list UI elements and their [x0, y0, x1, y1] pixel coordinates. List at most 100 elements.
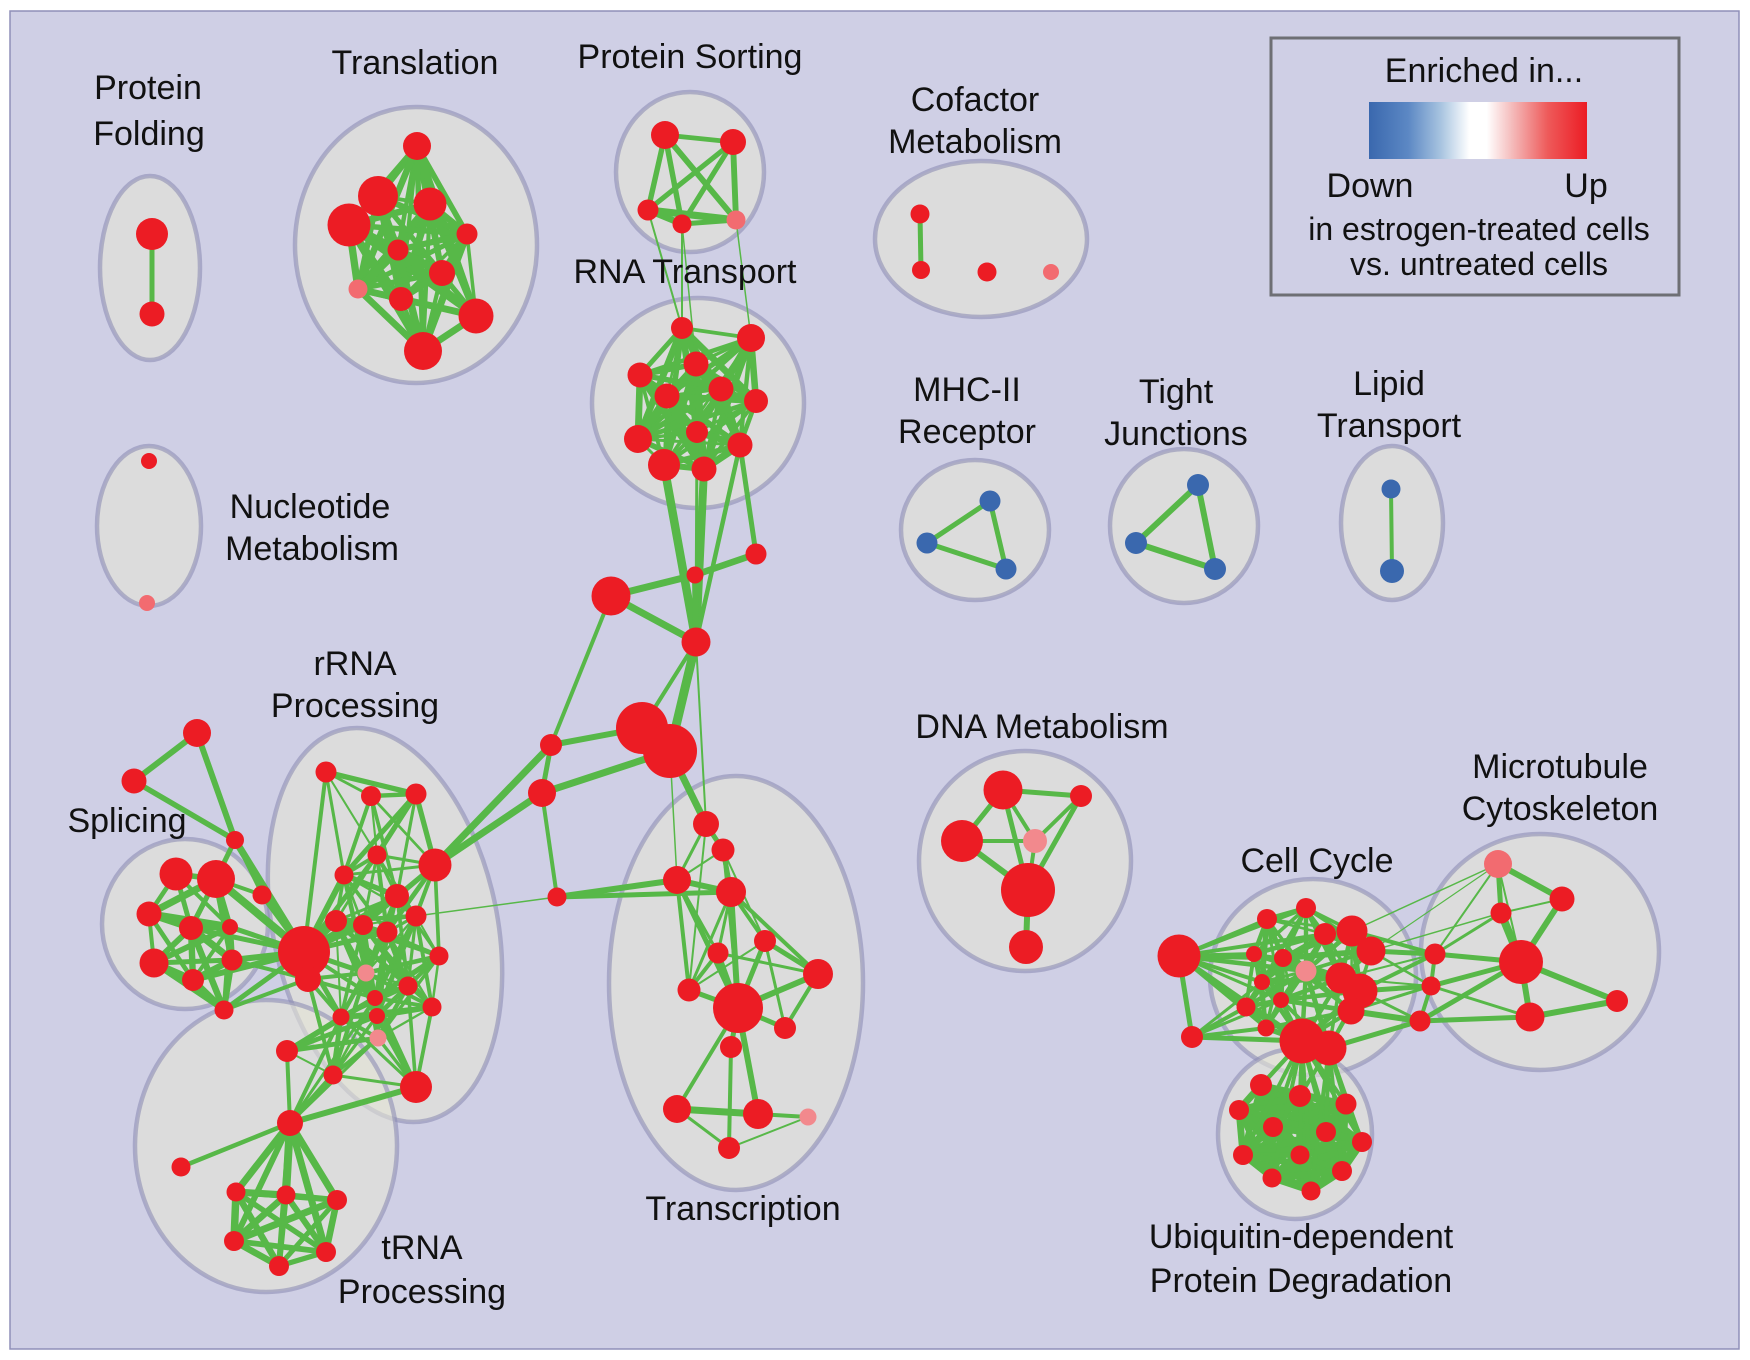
gene-set-node-rt3[interactable]	[683, 351, 709, 377]
gene-set-node-tra[interactable]	[540, 734, 562, 756]
gene-set-node-r10[interactable]	[353, 915, 373, 935]
gene-set-node-x3[interactable]	[1409, 1010, 1431, 1032]
gene-set-node-u5[interactable]	[1263, 1117, 1283, 1137]
gene-set-node-d4[interactable]	[1023, 829, 1047, 853]
gene-set-node-rt9[interactable]	[624, 425, 652, 453]
gene-set-node-rt7[interactable]	[744, 389, 768, 413]
gene-set-node-ccl[interactable]	[1157, 934, 1201, 978]
gene-set-node-mt1[interactable]	[1549, 886, 1575, 912]
gene-set-node-s6[interactable]	[139, 948, 169, 978]
gene-set-node-r20[interactable]	[276, 1040, 298, 1062]
gene-set-node-t11[interactable]	[404, 332, 442, 370]
gene-set-node-tr2[interactable]	[643, 724, 697, 778]
gene-set-node-mtp[interactable]	[1484, 850, 1512, 878]
gene-set-node-r15[interactable]	[367, 990, 383, 1006]
gene-set-node-mt2[interactable]	[1490, 902, 1512, 924]
gene-set-node-rt8[interactable]	[686, 421, 708, 443]
gene-set-node-t3[interactable]	[413, 187, 447, 221]
gene-set-node-rt10[interactable]	[727, 432, 753, 458]
gene-set-node-trr[interactable]	[718, 1137, 740, 1159]
gene-set-node-s1[interactable]	[159, 857, 193, 891]
gene-set-node-r9[interactable]	[325, 910, 347, 932]
gene-set-node-pf1[interactable]	[136, 218, 168, 250]
gene-set-node-ps2[interactable]	[720, 129, 746, 155]
gene-set-node-rt11[interactable]	[648, 449, 680, 481]
gene-set-node-x2[interactable]	[1421, 976, 1441, 996]
gene-set-node-cc5[interactable]	[1356, 936, 1386, 966]
gene-set-node-rt2[interactable]	[737, 324, 765, 352]
gene-set-node-mt5[interactable]	[1606, 990, 1628, 1012]
gene-set-node-d1[interactable]	[983, 770, 1023, 810]
gene-set-node-rt1[interactable]	[671, 317, 693, 339]
gene-set-node-r3[interactable]	[405, 783, 427, 805]
gene-set-node-d6[interactable]	[1009, 930, 1043, 964]
gene-set-node-tj3[interactable]	[1204, 558, 1226, 580]
gene-set-node-cc2[interactable]	[1296, 898, 1316, 918]
gene-set-node-r1[interactable]	[315, 761, 337, 783]
gene-set-node-u2[interactable]	[1289, 1085, 1311, 1107]
gene-set-node-m2[interactable]	[916, 532, 938, 554]
gene-set-node-trc[interactable]	[693, 811, 719, 837]
gene-set-node-m1[interactable]	[979, 490, 1001, 512]
gene-set-node-l1[interactable]	[1381, 479, 1401, 499]
gene-set-node-r4[interactable]	[367, 845, 387, 865]
gene-set-node-tre[interactable]	[663, 866, 691, 894]
gene-set-node-t10[interactable]	[458, 298, 494, 334]
gene-set-node-ch4[interactable]	[681, 627, 711, 657]
gene-set-node-n2[interactable]	[139, 595, 155, 611]
gene-set-node-n1[interactable]	[141, 453, 157, 469]
gene-set-node-ta[interactable]	[226, 1182, 246, 1202]
gene-set-node-s5[interactable]	[222, 919, 238, 935]
gene-set-node-rt5[interactable]	[708, 376, 734, 402]
gene-set-node-t4[interactable]	[327, 203, 371, 247]
gene-set-node-cc15[interactable]	[1257, 1019, 1275, 1037]
gene-set-node-t6[interactable]	[387, 239, 409, 261]
gene-set-node-trp[interactable]	[743, 1099, 773, 1129]
gene-set-node-r18[interactable]	[369, 1008, 385, 1024]
gene-set-node-r19[interactable]	[369, 1029, 387, 1047]
gene-set-node-tri[interactable]	[707, 942, 729, 964]
gene-set-node-cc11[interactable]	[1254, 974, 1270, 990]
gene-set-node-d2[interactable]	[1070, 785, 1092, 807]
gene-set-node-ps4[interactable]	[672, 214, 692, 234]
gene-set-node-t8[interactable]	[348, 279, 368, 299]
gene-set-node-ps5[interactable]	[726, 210, 746, 230]
gene-set-node-sm[interactable]	[226, 831, 244, 849]
gene-set-node-trd[interactable]	[711, 838, 735, 862]
gene-set-node-r22[interactable]	[400, 1071, 432, 1103]
gene-set-node-c4[interactable]	[1043, 264, 1059, 280]
gene-set-node-hub[interactable]	[278, 926, 330, 978]
gene-set-node-u8[interactable]	[1233, 1145, 1253, 1165]
gene-set-node-trg[interactable]	[547, 887, 567, 907]
gene-set-node-c1[interactable]	[910, 204, 930, 224]
gene-set-node-u9[interactable]	[1290, 1145, 1310, 1165]
gene-set-node-trf[interactable]	[716, 877, 746, 907]
gene-set-node-ch3[interactable]	[591, 576, 631, 616]
gene-set-node-t9[interactable]	[389, 287, 413, 311]
gene-set-node-trm[interactable]	[774, 1017, 796, 1039]
gene-set-node-s8[interactable]	[182, 969, 204, 991]
gene-set-node-cc4[interactable]	[1336, 915, 1368, 947]
gene-set-node-tg[interactable]	[269, 1256, 289, 1276]
gene-set-node-cc13[interactable]	[1236, 997, 1256, 1017]
gene-set-node-l2[interactable]	[1380, 559, 1404, 583]
gene-set-node-rt12[interactable]	[691, 456, 717, 482]
gene-set-node-r7[interactable]	[385, 884, 409, 908]
gene-set-node-mt4[interactable]	[1515, 1002, 1545, 1032]
gene-set-node-tf[interactable]	[277, 1110, 303, 1136]
gene-set-node-s9[interactable]	[214, 1000, 234, 1020]
gene-set-node-pf2[interactable]	[139, 301, 165, 327]
gene-set-node-trk[interactable]	[677, 978, 701, 1002]
gene-set-node-td[interactable]	[224, 1231, 244, 1251]
gene-set-node-rt4[interactable]	[627, 362, 653, 388]
gene-set-node-u6[interactable]	[1316, 1122, 1336, 1142]
gene-set-node-mt3[interactable]	[1499, 940, 1543, 984]
gene-set-node-tro[interactable]	[663, 1095, 691, 1123]
gene-set-node-t7[interactable]	[429, 260, 455, 286]
gene-set-node-slink[interactable]	[252, 885, 272, 905]
gene-set-node-t5[interactable]	[456, 223, 478, 245]
gene-set-node-c3[interactable]	[977, 262, 997, 282]
gene-set-node-u11[interactable]	[1262, 1168, 1282, 1188]
gene-set-node-x1[interactable]	[1424, 943, 1446, 965]
gene-set-node-tb[interactable]	[276, 1185, 296, 1205]
